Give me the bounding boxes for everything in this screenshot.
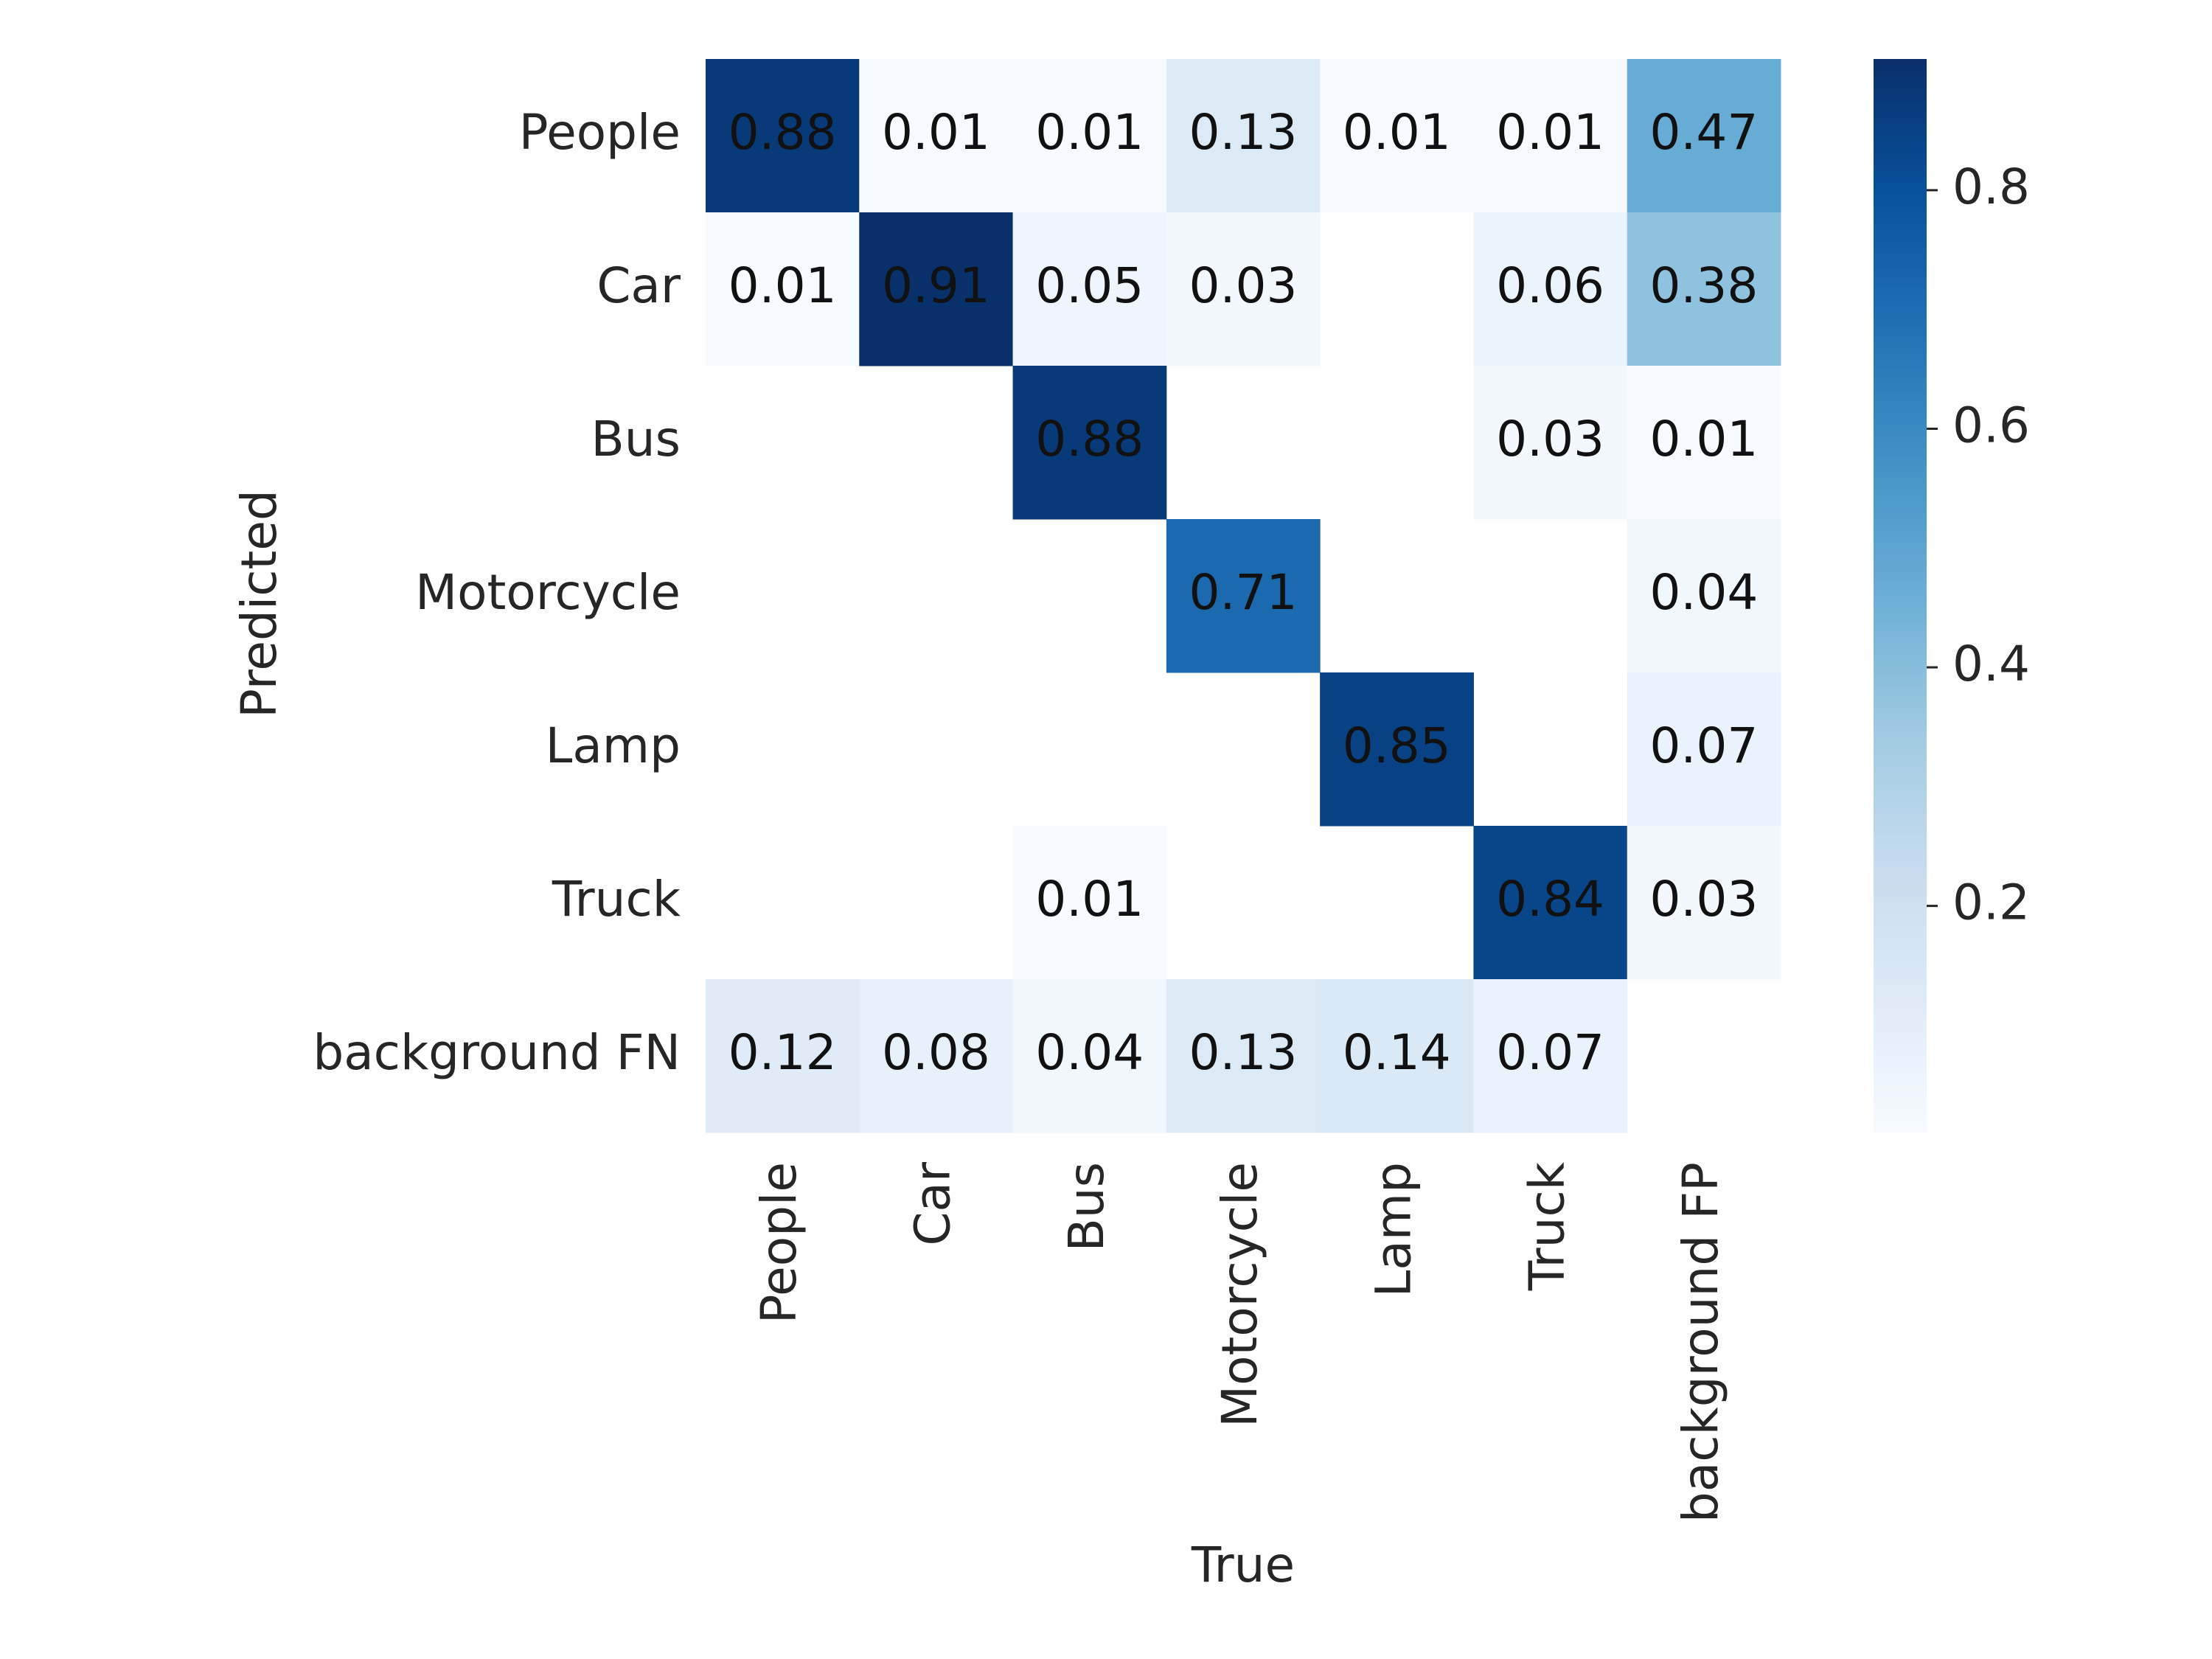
cell-label: 0.47 <box>1649 104 1758 161</box>
x-tick-label: Motorcycle <box>1211 1162 1268 1427</box>
colorbar-tick-label: 0.6 <box>1952 397 2030 454</box>
cell-label: 0.03 <box>1496 411 1604 467</box>
heatmap-cell <box>1166 212 1321 366</box>
y-tick-label: Bus <box>591 411 681 467</box>
y-tick-label: Truck <box>552 871 681 928</box>
heatmap-cell <box>1473 366 1628 520</box>
heatmap-cell <box>1473 979 1628 1133</box>
heatmap-cell <box>1320 672 1474 827</box>
cell-label: 0.14 <box>1343 1024 1451 1081</box>
colorbar-tick-label: 0.8 <box>1952 159 2030 215</box>
heatmap-cell <box>1627 672 1781 827</box>
heatmap-cell <box>1320 979 1474 1133</box>
x-tick-label: Bus <box>1058 1162 1115 1252</box>
cell-label: 0.01 <box>1496 104 1604 161</box>
y-axis-title: Predicted <box>231 490 288 718</box>
heatmap-cell <box>1166 59 1321 213</box>
heatmap-cell <box>1473 826 1628 980</box>
heatmap-cell <box>1627 366 1781 520</box>
colorbar-tick-label: 0.2 <box>1952 874 2030 931</box>
heatmap-cell <box>706 979 860 1133</box>
cell-label: 0.91 <box>882 257 990 314</box>
cell-label: 0.08 <box>882 1024 990 1081</box>
cell-label: 0.38 <box>1649 257 1758 314</box>
heatmap-cell <box>1473 212 1628 366</box>
y-tick-label: Lamp <box>546 717 681 774</box>
cell-label: 0.01 <box>1035 104 1144 161</box>
heatmap-cell <box>1320 59 1474 213</box>
x-tick-label: Car <box>904 1161 961 1246</box>
cell-label: 0.13 <box>1189 1024 1298 1081</box>
cell-label: 0.04 <box>1649 564 1758 621</box>
cell-label: 0.13 <box>1189 104 1298 161</box>
cell-label: 0.01 <box>728 257 837 314</box>
cell-label: 0.88 <box>1035 411 1144 467</box>
cell-label: 0.01 <box>882 104 990 161</box>
heatmap-cell <box>706 212 860 366</box>
heatmap-cell <box>1473 59 1628 213</box>
cell-label: 0.84 <box>1496 871 1604 928</box>
cell-label: 0.85 <box>1343 717 1451 774</box>
cell-label: 0.07 <box>1496 1024 1604 1081</box>
heatmap-cell <box>1012 826 1167 980</box>
heatmap-cell <box>1627 826 1781 980</box>
heatmap-cell <box>859 979 1014 1133</box>
cell-label: 0.01 <box>1035 871 1144 928</box>
x-tick-label: People <box>751 1162 807 1324</box>
colorbar <box>1874 59 1927 1133</box>
x-axis-title: True <box>1191 1537 1295 1593</box>
y-tick-label: People <box>519 104 681 161</box>
x-tick-label: Lamp <box>1365 1162 1422 1297</box>
y-tick-label: Car <box>597 257 681 314</box>
heatmap-cell <box>1012 59 1167 213</box>
cell-label: 0.12 <box>728 1024 837 1081</box>
heatmap-cell <box>859 59 1014 213</box>
y-tick-label: background FN <box>313 1024 681 1081</box>
heatmap-cell <box>1627 212 1781 366</box>
heatmap-cell <box>859 212 1014 366</box>
heatmap-cell <box>1627 519 1781 673</box>
cell-label: 0.07 <box>1649 717 1758 774</box>
cell-label: 0.06 <box>1496 257 1604 314</box>
x-tick-label: background FP <box>1672 1162 1729 1523</box>
x-tick-label: Truck <box>1519 1161 1576 1291</box>
cell-label: 0.03 <box>1649 871 1758 928</box>
heatmap-cell <box>1166 519 1321 673</box>
colorbar-tick-label: 0.4 <box>1952 636 2030 692</box>
heatmap-cell <box>1012 212 1167 366</box>
cell-label: 0.05 <box>1035 257 1144 314</box>
cell-label: 0.04 <box>1035 1024 1144 1081</box>
cell-label: 0.03 <box>1189 257 1298 314</box>
heatmap-cell <box>1166 979 1321 1133</box>
cell-label: 0.01 <box>1343 104 1451 161</box>
heatmap-cell <box>1012 366 1167 520</box>
heatmap-cell <box>1627 59 1781 213</box>
cell-label: 0.01 <box>1649 411 1758 467</box>
heatmap-cell <box>706 59 860 213</box>
cell-label: 0.88 <box>728 104 837 161</box>
cell-label: 0.71 <box>1189 564 1298 621</box>
y-tick-label: Motorcycle <box>415 564 681 621</box>
heatmap-cell <box>1012 979 1167 1133</box>
